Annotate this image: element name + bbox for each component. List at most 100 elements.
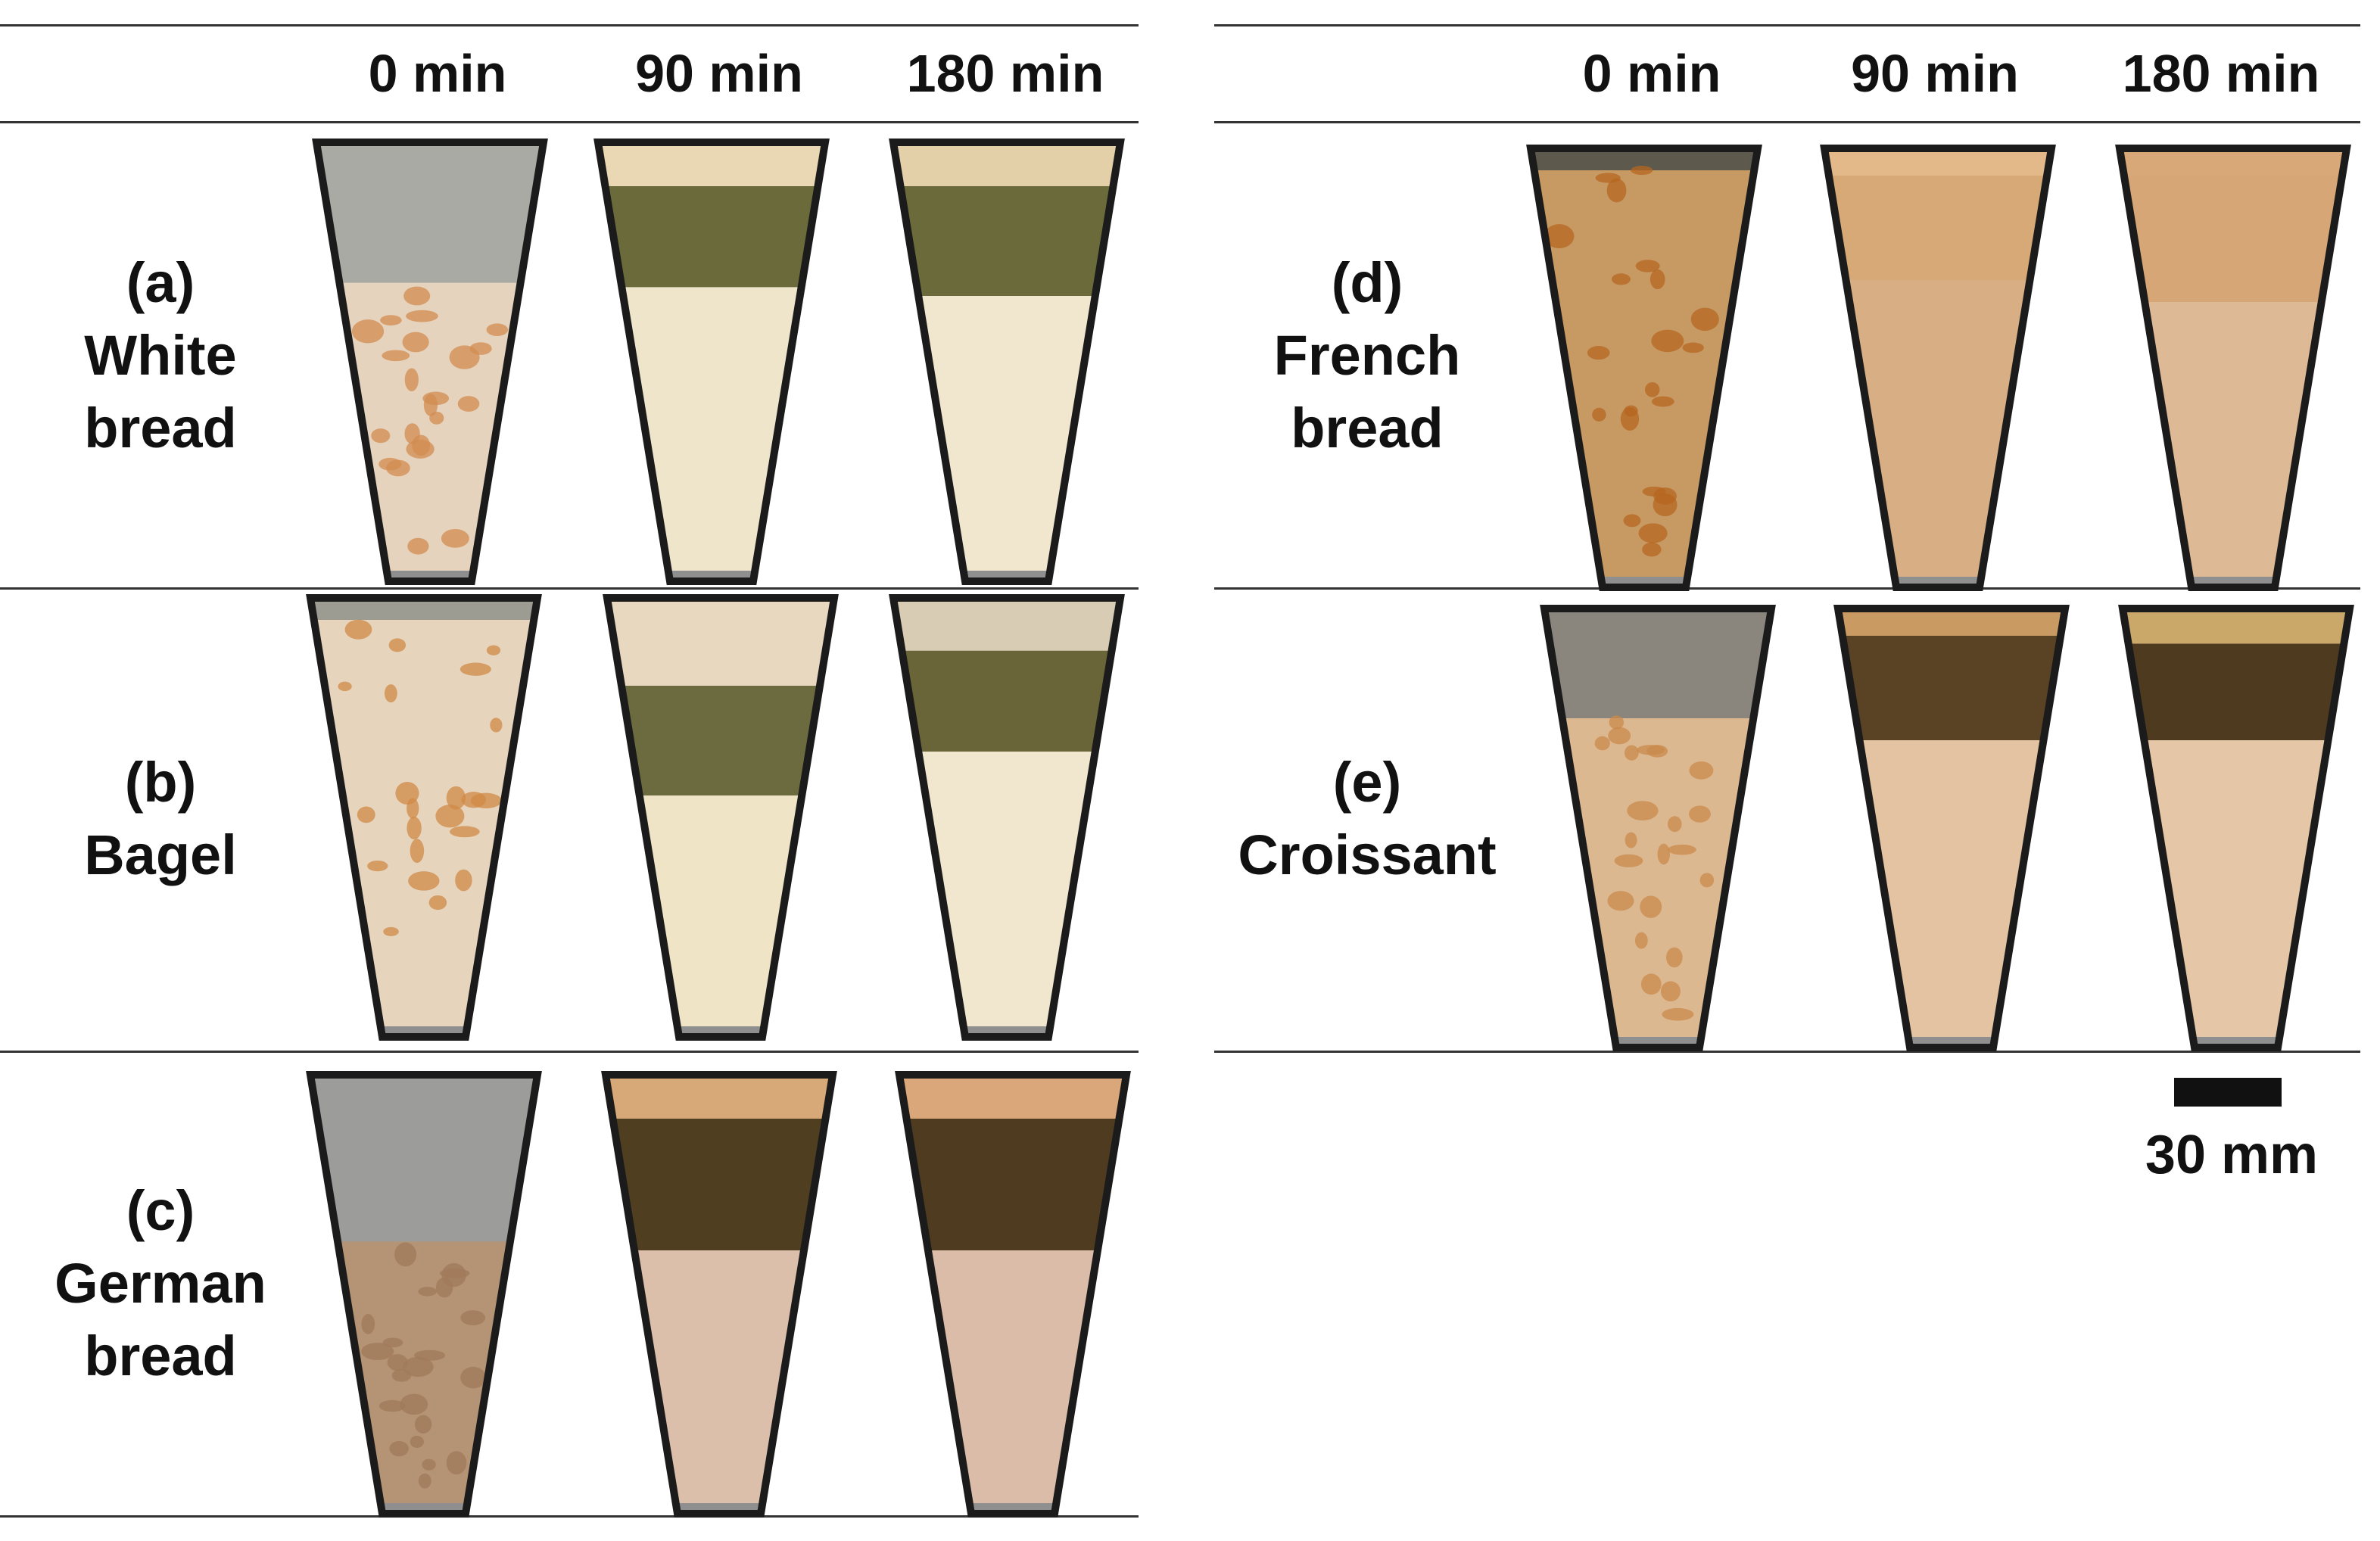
- bread-piece: [361, 1342, 394, 1361]
- tube-e-90min: [1833, 605, 2070, 1051]
- bread-piece: [1606, 178, 1627, 203]
- row-label-b: (b) Bagel: [84, 746, 237, 892]
- tube-d-90min: [1820, 145, 2056, 591]
- bread-piece: [1689, 805, 1711, 823]
- bread-piece: [450, 826, 480, 838]
- bread-piece: [394, 1242, 417, 1267]
- bread-piece: [1631, 166, 1653, 176]
- bread-piece: [490, 718, 503, 733]
- row-label-d: (d) French bread: [1274, 247, 1461, 465]
- bread-piece: [441, 1262, 466, 1287]
- row-letter-b: (b): [124, 751, 197, 814]
- scale-bar-label: 30 mm: [2145, 1125, 2319, 1185]
- tube-outline: [889, 594, 1125, 1041]
- tube-outline: [312, 139, 548, 585]
- bread-piece: [1649, 269, 1665, 290]
- bread-piece: [418, 1473, 431, 1489]
- tube-outline: [2115, 145, 2351, 591]
- floating-layer: [893, 598, 1120, 651]
- rule-right-header: [1214, 121, 2360, 123]
- bread-piece: [435, 805, 465, 828]
- liquid-band: [902, 650, 1112, 752]
- left-header-90min: 90 min: [635, 44, 803, 103]
- tube-e-0min: [1540, 605, 1776, 1051]
- row-letter-e: (e): [1332, 751, 1402, 814]
- bread-piece: [1614, 854, 1643, 867]
- bread-piece: [1638, 523, 1668, 543]
- bread-piece: [357, 806, 375, 823]
- tube-outline: [889, 139, 1125, 585]
- liquid-band: [2120, 148, 2347, 302]
- bread-piece: [1662, 1007, 1694, 1021]
- tube-b-180min: [889, 594, 1125, 1041]
- bread-piece: [486, 645, 501, 655]
- bread-piece: [459, 662, 491, 676]
- tube-outline: [306, 594, 542, 1041]
- bread-piece: [1627, 801, 1659, 821]
- liquid-band: [2128, 643, 2344, 740]
- bread-piece: [446, 786, 466, 810]
- bread-piece: [1642, 542, 1662, 557]
- bread-piece: [1640, 895, 1662, 918]
- bread-piece: [1608, 727, 1631, 745]
- floating-layer: [606, 1075, 833, 1119]
- liquid-band: [612, 1119, 826, 1250]
- floating-layer: [1838, 609, 2065, 636]
- bread-piece: [1657, 843, 1671, 865]
- row-name-c-line2: bread: [84, 1325, 237, 1387]
- bread-piece: [406, 310, 438, 322]
- bread-piece: [1640, 973, 1662, 995]
- row-letter-c: (c): [126, 1179, 195, 1242]
- bread-layer: [1534, 170, 1755, 578]
- tube-b-90min: [603, 594, 839, 1041]
- liquid-band: [1824, 148, 2051, 280]
- floating-layer: [899, 1075, 1126, 1119]
- bread-piece: [1595, 173, 1621, 183]
- bread-piece: [402, 332, 429, 353]
- rule-left-top: [0, 24, 1139, 26]
- tube-c-90min: [601, 1071, 837, 1518]
- bread-piece: [388, 638, 407, 652]
- floating-layer: [2123, 609, 2350, 644]
- bread-piece: [406, 439, 435, 459]
- floating-layer: [598, 142, 825, 186]
- tube-c-180min: [895, 1071, 1131, 1518]
- bread-piece: [402, 1356, 434, 1378]
- bread-piece: [1611, 273, 1631, 285]
- row-label-e: (e) Croissant: [1238, 746, 1496, 892]
- row-name-c-line1: German: [55, 1252, 266, 1315]
- row-name-e-line1: Croissant: [1238, 823, 1497, 886]
- bread-piece: [386, 459, 410, 477]
- bread-piece: [1651, 396, 1674, 407]
- bread-piece: [1667, 816, 1682, 833]
- bread-piece: [470, 792, 502, 808]
- liquid-band: [1841, 630, 2062, 740]
- row-label-c: (c) German bread: [55, 1175, 266, 1393]
- rule-right-top: [1214, 24, 2360, 26]
- tube-outline: [603, 594, 839, 1041]
- row-name-b-line1: Bagel: [84, 823, 237, 886]
- bread-piece: [403, 286, 431, 306]
- bread-piece: [382, 350, 410, 362]
- left-header-180min: 180 min: [906, 44, 1104, 103]
- bread-piece: [1620, 406, 1640, 431]
- tube-a-90min: [593, 139, 830, 585]
- tube-a-0min: [312, 139, 548, 585]
- tube-outline: [601, 1071, 837, 1518]
- bread-piece: [410, 839, 425, 864]
- bread-piece: [387, 1354, 408, 1371]
- bread-piece: [410, 1435, 424, 1449]
- floating-layer: [893, 142, 1120, 186]
- tube-outline: [1540, 605, 1776, 1051]
- bread-piece: [380, 315, 402, 326]
- tube-a-180min: [889, 139, 1125, 585]
- bread-piece: [457, 396, 480, 412]
- bread-piece: [351, 319, 385, 344]
- row-letter-a: (a): [126, 251, 195, 314]
- liquid-band: [906, 1119, 1120, 1250]
- bread-piece: [384, 684, 397, 703]
- bread-piece: [418, 1287, 438, 1297]
- bread-piece: [422, 391, 450, 406]
- tube-outline: [1526, 145, 1762, 591]
- bread-piece: [395, 781, 419, 805]
